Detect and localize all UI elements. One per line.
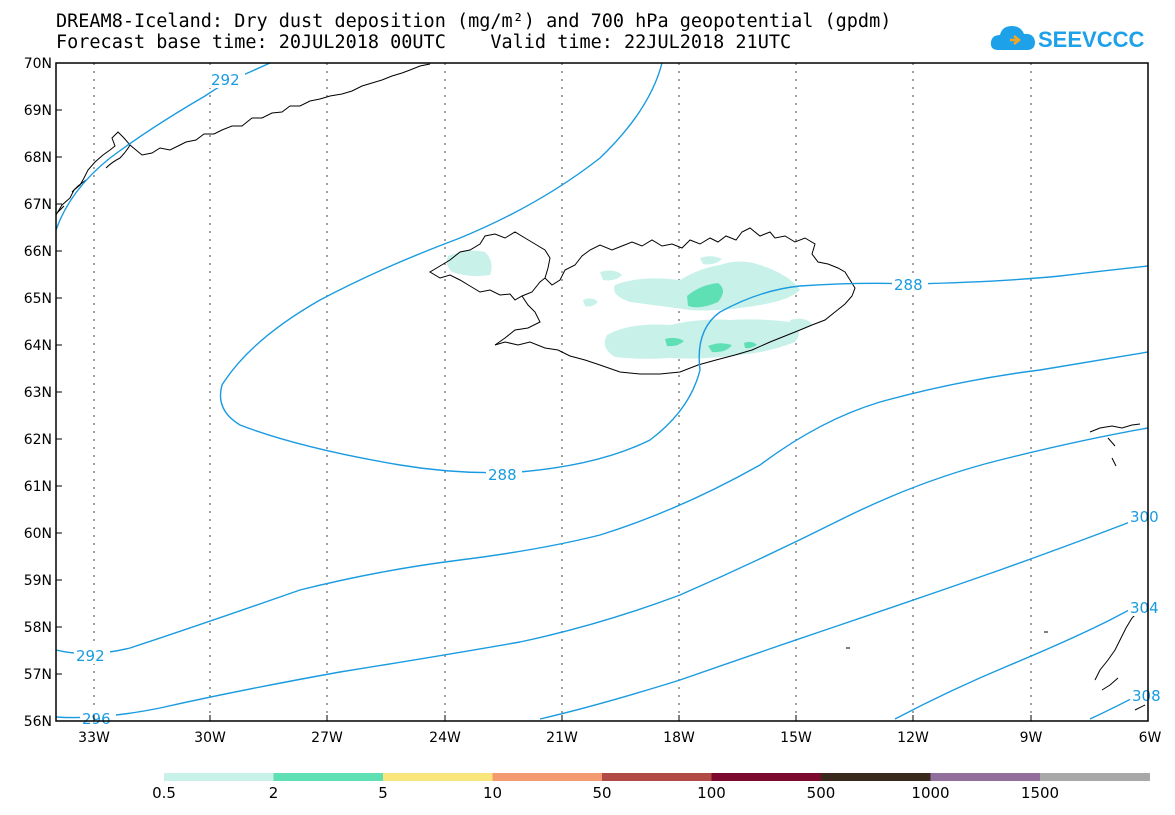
contour-296 <box>56 427 1148 719</box>
iceland-coast <box>429 227 856 375</box>
lon-label: 12W <box>897 730 929 746</box>
lat-label: 63N <box>24 385 52 401</box>
longitude-axis: 33W 30W 27W 24W 21W 18W 15W 12W 9W 6W <box>78 715 1162 746</box>
lat-label: 64N <box>24 338 52 354</box>
contour-label: 292 <box>76 647 105 665</box>
lon-label: 21W <box>546 730 578 746</box>
colorbar-swatch <box>711 773 822 781</box>
contour-292-south <box>56 351 1148 655</box>
geopotential-contours <box>56 63 1148 720</box>
lon-label: 27W <box>311 730 343 746</box>
lat-label: 56N <box>24 714 52 730</box>
lat-label: 61N <box>24 479 52 495</box>
gridlines <box>93 63 1032 721</box>
contour-300 <box>539 513 1148 720</box>
logo-text: SEEVCCC <box>1038 27 1144 52</box>
lat-label: 58N <box>24 620 52 636</box>
colorbar-swatch <box>492 773 603 781</box>
contour-label: 292 <box>211 71 240 89</box>
map-subtitle: Forecast base time: 20JUL2018 00UTC Vali… <box>56 32 792 53</box>
faroe-coast <box>1089 423 1141 467</box>
colorbar-label: 1500 <box>1021 784 1059 802</box>
contour-label: 288 <box>488 466 517 484</box>
lon-label: 9W <box>1020 730 1043 746</box>
lat-label: 66N <box>24 244 52 260</box>
colorbar-label: 5 <box>378 784 388 802</box>
colorbar-label: 2 <box>269 784 279 802</box>
colorbar: 0.5 2 5 10 50 100 500 1000 1500 <box>152 773 1150 802</box>
lon-label: 15W <box>780 730 812 746</box>
norway-coast <box>1094 603 1148 711</box>
latitude-axis: 70N 69N 68N 67N 66N 65N 64N 63N 62N 61N … <box>24 56 62 730</box>
colorbar-label: 50 <box>592 784 611 802</box>
colorbar-label: 1000 <box>911 784 949 802</box>
contour-288-west <box>219 63 1148 474</box>
colorbar-swatch <box>930 773 1041 781</box>
lat-label: 65N <box>24 291 52 307</box>
lat-label: 60N <box>24 526 52 542</box>
colorbar-swatch <box>602 773 712 781</box>
lat-label: 59N <box>24 573 52 589</box>
lat-label: 69N <box>24 103 52 119</box>
coastlines <box>56 63 1148 711</box>
colorbar-swatch <box>273 773 384 781</box>
contour-label: 296 <box>82 710 111 728</box>
colorbar-label: 10 <box>483 784 502 802</box>
contour-label: 304 <box>1130 599 1159 617</box>
contour-labels: 292 288 288 292 296 300 304 308 <box>74 70 1161 728</box>
colorbar-swatch <box>821 773 931 781</box>
seevccc-logo: SEEVCCC <box>990 26 1144 52</box>
cloud-icon <box>990 26 1035 50</box>
colorbar-swatch <box>1040 773 1150 781</box>
contour-label: 288 <box>894 276 923 294</box>
contour-304 <box>894 599 1148 720</box>
contour-label: 308 <box>1132 687 1161 705</box>
lon-label: 24W <box>429 730 461 746</box>
lon-label: 30W <box>194 730 226 746</box>
lat-label: 70N <box>24 56 52 72</box>
lat-label: 68N <box>24 150 52 166</box>
colorbar-label: 500 <box>807 784 836 802</box>
plot-frame <box>55 62 1149 722</box>
lon-label: 6W <box>1139 730 1162 746</box>
lon-label: 18W <box>663 730 695 746</box>
lon-label: 33W <box>78 730 110 746</box>
greenland-coast <box>56 63 431 216</box>
lat-label: 62N <box>24 432 52 448</box>
colorbar-label: 0.5 <box>152 784 176 802</box>
contour-label: 300 <box>1130 508 1159 526</box>
lat-label: 57N <box>24 667 52 683</box>
map-title: DREAM8-Iceland: Dry dust deposition (mg/… <box>56 11 892 32</box>
lat-label: 67N <box>24 197 52 213</box>
colorbar-swatch <box>383 773 493 781</box>
colorbar-swatch <box>164 773 274 781</box>
colorbar-label: 100 <box>697 784 726 802</box>
